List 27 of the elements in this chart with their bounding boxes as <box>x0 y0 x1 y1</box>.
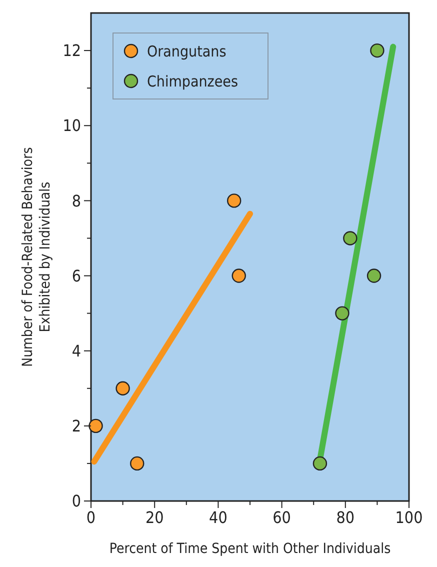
point <box>312 456 328 471</box>
x-tick-label: 80 <box>336 508 355 527</box>
point <box>227 194 242 208</box>
point <box>370 43 384 58</box>
point <box>335 306 350 320</box>
point <box>116 381 130 396</box>
x-tick-label: 60 <box>272 508 291 527</box>
y-tick-label: 0 <box>72 492 81 511</box>
legend-label: Chimpanzees <box>147 72 238 90</box>
x-tick-label: 100 <box>395 508 423 527</box>
x-tick-label: 0 <box>86 508 96 527</box>
point <box>366 268 382 283</box>
x-tick-label: 20 <box>145 508 164 527</box>
point <box>88 418 103 434</box>
x-tick-label: 40 <box>209 508 228 527</box>
y-tick-label: 10 <box>62 116 81 136</box>
y-tick-label: 2 <box>72 416 81 436</box>
point <box>130 456 144 471</box>
point <box>343 231 358 246</box>
y-tick-label: 8 <box>72 191 81 210</box>
y-tick-label: 12 <box>62 41 81 60</box>
y-tick-label: 6 <box>72 266 81 286</box>
legend-label: Orangutans <box>147 42 226 60</box>
y-tick-label: 4 <box>72 341 81 360</box>
x-axis-title: Percent of Time Spent with Other Individuals <box>109 541 391 557</box>
point <box>232 268 246 283</box>
y-axis-title: Number of Food-Related Behaviors Exhibited by Individuals <box>20 147 54 367</box>
